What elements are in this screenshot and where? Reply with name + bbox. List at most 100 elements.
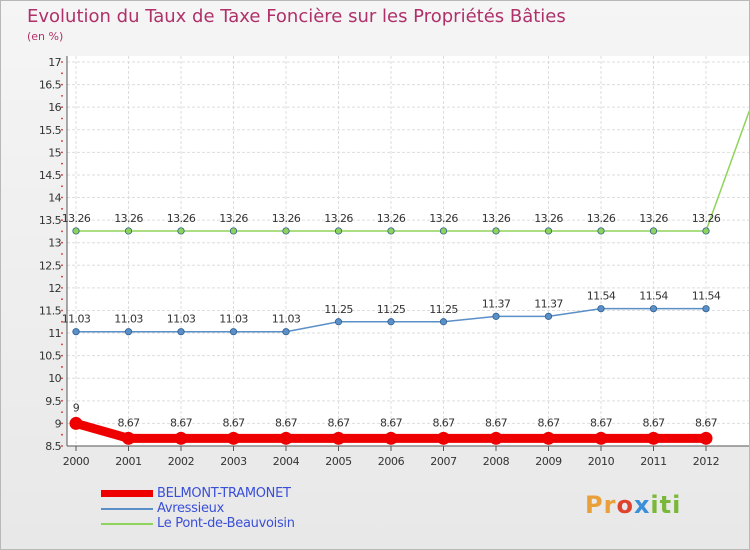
data-point (334, 318, 343, 326)
data-point (439, 227, 448, 235)
data-point (594, 431, 608, 445)
y-tick-mark (61, 377, 63, 380)
data-label: 11.25 (324, 303, 353, 316)
y-tick-mark (61, 422, 63, 425)
data-label: 13.26 (534, 212, 563, 225)
data-point (72, 328, 80, 336)
x-tick-label: 2008 (483, 455, 510, 468)
data-point (229, 227, 238, 235)
data-point (177, 328, 185, 336)
data-label: 11.25 (429, 303, 458, 316)
y-tick-mark (61, 174, 63, 176)
y-minor-tick (61, 388, 63, 391)
data-label: 13.26 (114, 212, 143, 225)
data-point (229, 328, 238, 336)
x-tick-label: 2001 (115, 455, 141, 468)
y-tick-mark (61, 151, 63, 154)
y-minor-tick (61, 433, 63, 436)
data-label: 13.26 (587, 212, 616, 225)
data-point (124, 328, 133, 336)
legend-label-avressieux: Avressieux (157, 501, 224, 516)
y-minor-tick (61, 298, 63, 301)
data-label: 13.26 (167, 212, 196, 225)
data-point (72, 227, 80, 235)
y-tick-label: 12 (48, 282, 61, 295)
data-label: 9 (73, 401, 80, 414)
data-point (597, 305, 605, 313)
data-label: 11.54 (587, 290, 616, 303)
series-line-2 (75, 110, 749, 232)
y-tick-label: 14.5 (39, 169, 62, 182)
data-point (702, 227, 710, 235)
y-tick-label: 11 (48, 327, 61, 340)
data-label: 11.37 (482, 297, 511, 310)
chart-title: Evolution du Taux de Taxe Foncière sur l… (27, 6, 566, 27)
data-point (174, 431, 188, 445)
y-tick-mark (61, 445, 63, 447)
data-point (649, 227, 658, 235)
data-label: 11.03 (219, 313, 248, 326)
y-tick-label: 12.5 (39, 259, 62, 272)
y-tick-mark (61, 286, 63, 289)
data-point (282, 227, 290, 235)
x-tick-label: 2011 (640, 455, 666, 468)
y-minor-tick (61, 411, 63, 414)
legend-label-pont: Le Pont-de-Beauvoisin (157, 516, 295, 531)
y-tick-mark (61, 399, 63, 402)
y-tick-mark (61, 106, 63, 109)
y-tick-label: 16.5 (39, 79, 62, 92)
data-point (384, 431, 398, 445)
data-point (544, 227, 553, 235)
y-tick-mark (61, 309, 63, 312)
data-point (489, 431, 503, 445)
data-point (334, 227, 343, 235)
data-label: 13.26 (377, 212, 406, 225)
data-label: 11.03 (167, 313, 196, 326)
y-tick-mark (61, 61, 63, 63)
y-tick-label: 13.5 (39, 214, 62, 227)
data-point (124, 227, 133, 235)
data-point (122, 431, 135, 445)
data-label: 8.67 (695, 416, 718, 429)
data-label: 8.67 (590, 416, 613, 429)
y-minor-tick (61, 230, 63, 233)
x-tick-label: 2003 (220, 455, 247, 468)
data-point (279, 431, 293, 445)
data-label: 8.67 (485, 416, 508, 429)
legend-swatch-pont (101, 523, 153, 525)
x-tick-label: 2002 (168, 455, 194, 468)
y-tick-label: 13 (48, 237, 61, 250)
data-label: 11.25 (377, 303, 406, 316)
data-label: 8.67 (327, 416, 350, 429)
y-tick-mark (61, 354, 63, 357)
y-tick-mark (61, 264, 63, 267)
x-tick-label: 2000 (63, 455, 90, 468)
y-tick-mark (61, 332, 63, 334)
data-label: 8.67 (117, 416, 140, 429)
y-minor-tick (61, 207, 63, 210)
y-tick-label: 11.5 (39, 304, 62, 317)
y-minor-tick (61, 275, 63, 278)
y-tick-mark (61, 83, 63, 86)
data-label: 13.26 (62, 212, 91, 225)
y-tick-label: 9 (55, 417, 62, 430)
data-label: 13.26 (272, 212, 301, 225)
data-label: 8.67 (170, 416, 193, 429)
plot-area (67, 56, 749, 446)
data-label: 8.67 (642, 416, 665, 429)
legend-swatch-belmont (101, 490, 153, 497)
y-tick-label: 14 (48, 192, 61, 205)
y-tick-label: 15.5 (39, 124, 62, 137)
data-label: 13.26 (429, 212, 458, 225)
y-tick-label: 17 (48, 56, 61, 69)
data-label: 13.26 (219, 212, 248, 225)
data-point (492, 312, 500, 320)
y-minor-tick (61, 320, 63, 323)
data-label: 8.67 (275, 416, 298, 429)
data-point (649, 305, 658, 313)
data-label: 11.54 (639, 290, 668, 303)
data-point (542, 431, 555, 445)
data-point (647, 431, 660, 445)
data-point (227, 431, 240, 445)
